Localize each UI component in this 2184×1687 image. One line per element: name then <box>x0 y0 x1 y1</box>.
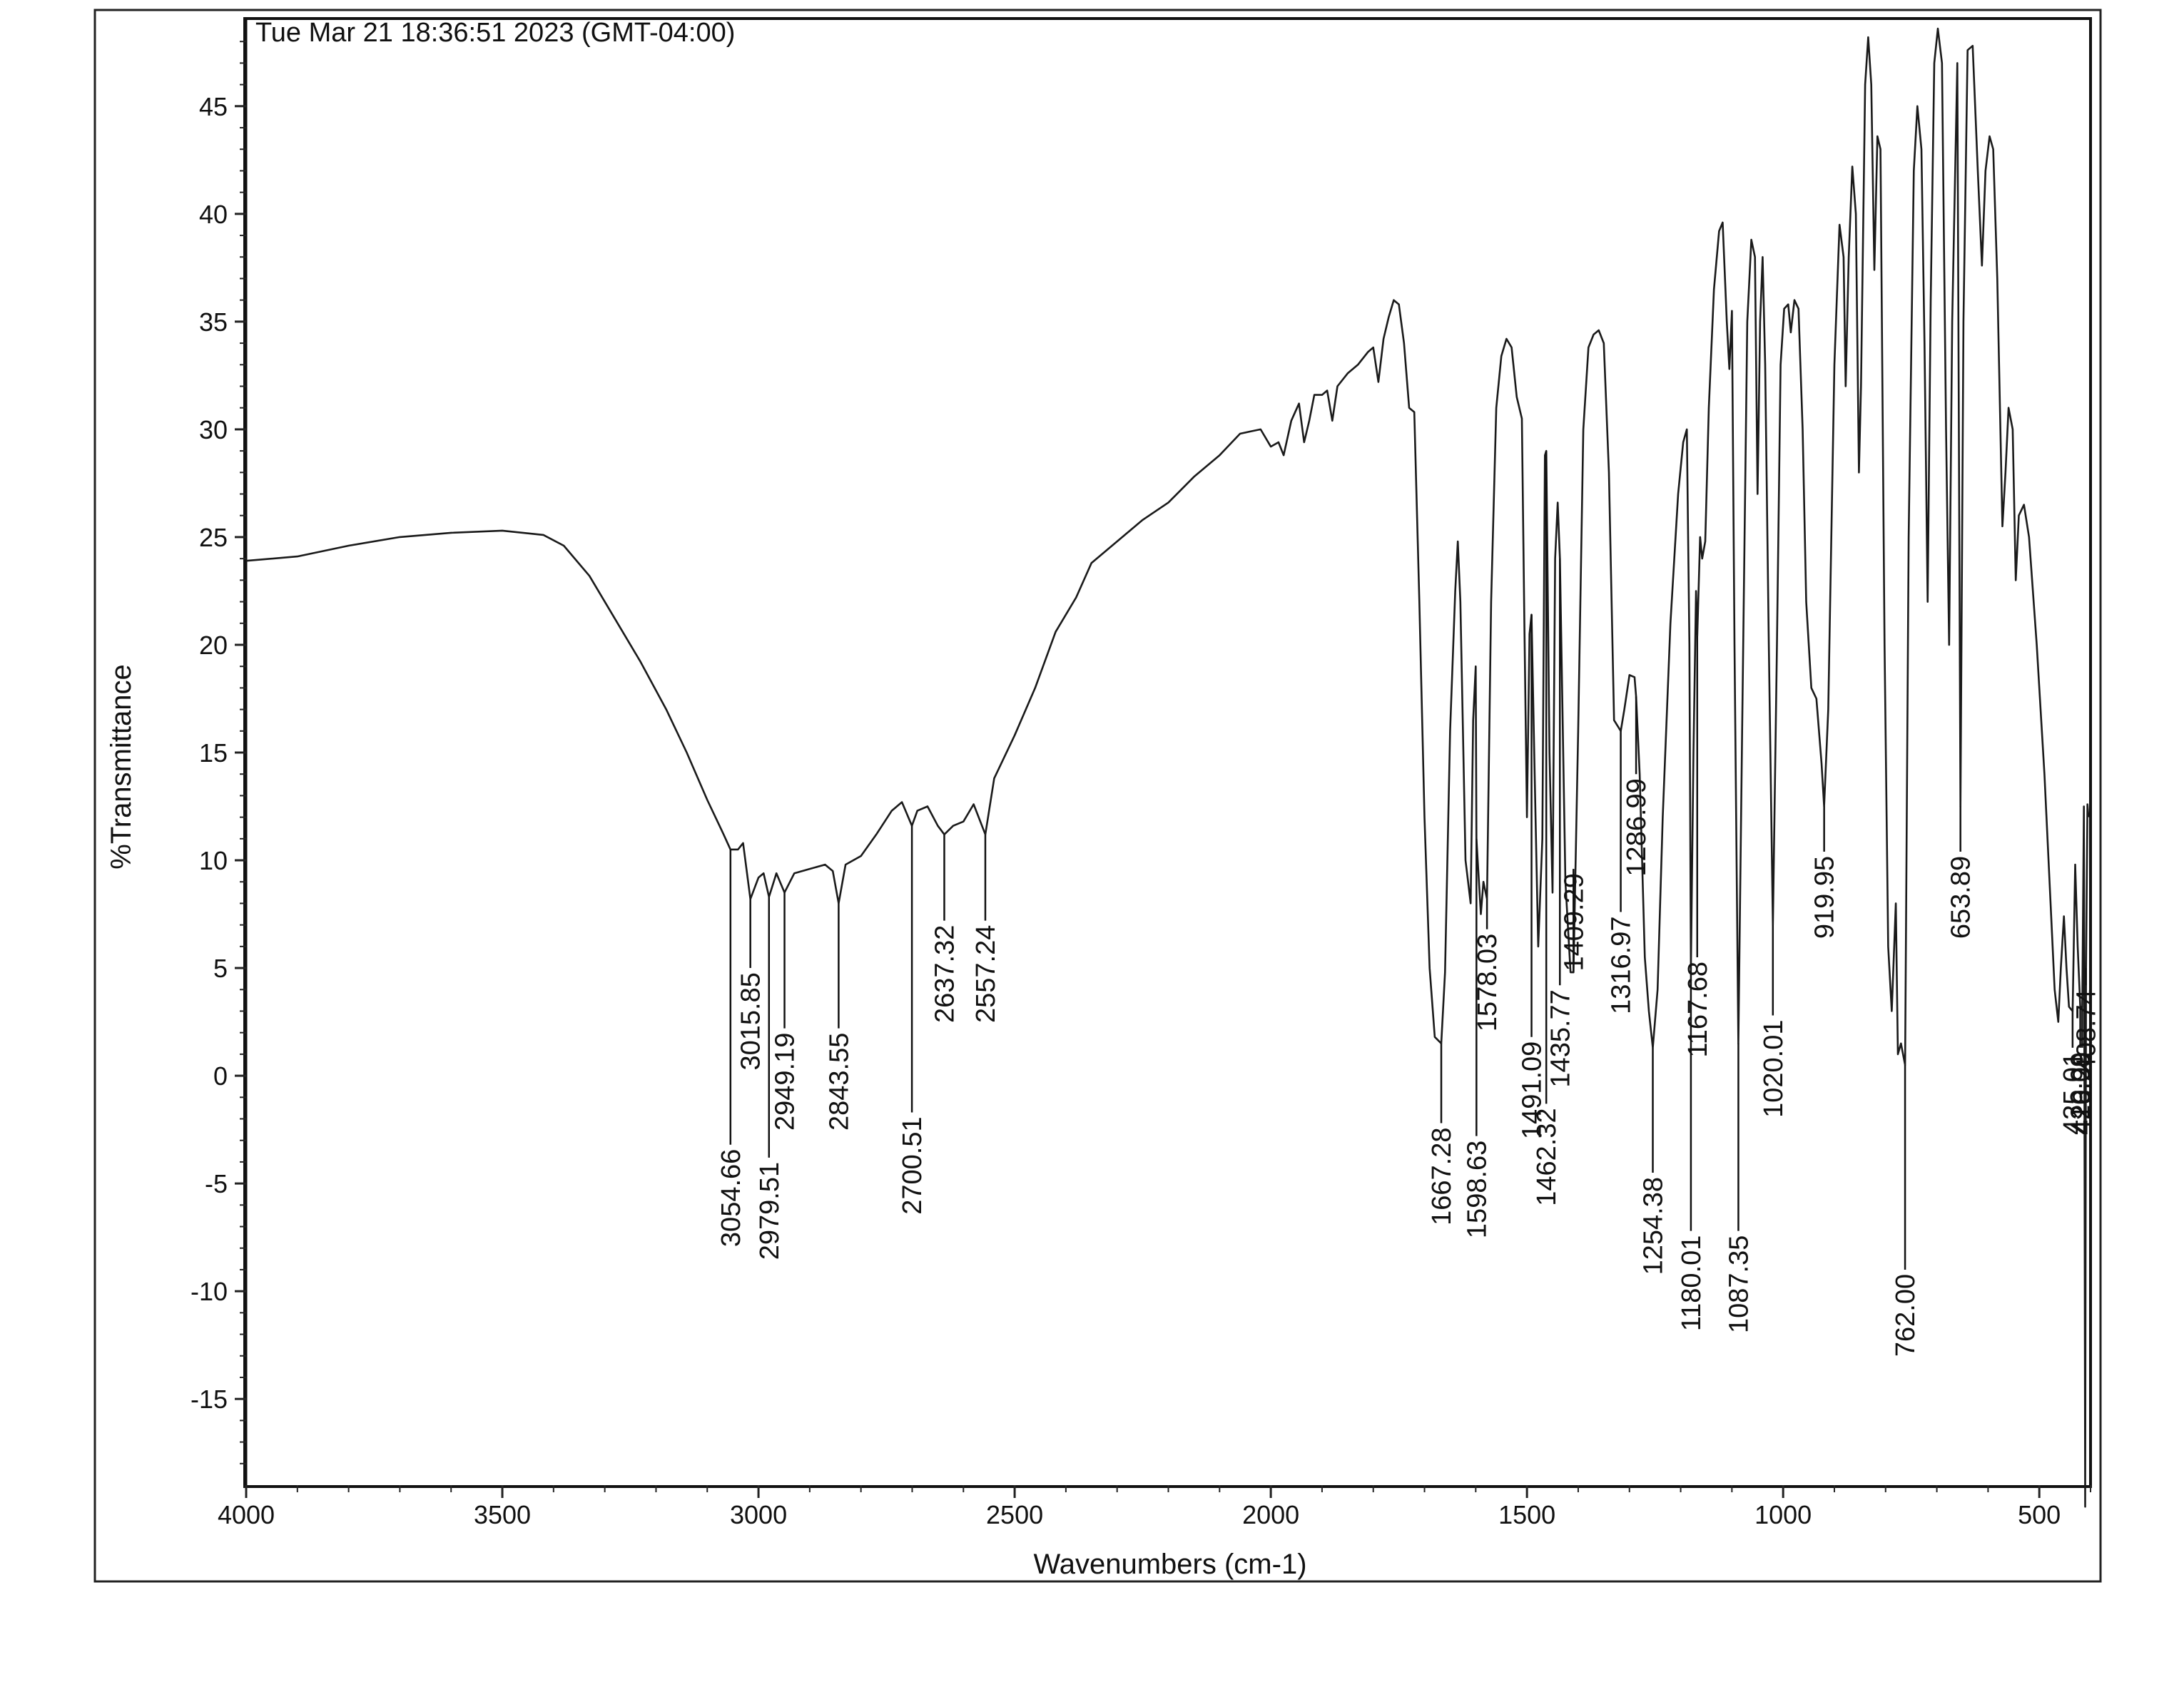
peak-label: 1167.68 <box>1683 962 1713 1058</box>
peak-label: 1316.97 <box>1607 917 1637 1014</box>
y-tick-label: -10 <box>191 1277 228 1306</box>
outer-frame <box>93 9 2102 1583</box>
peak-label: 1462.32 <box>1532 1108 1562 1206</box>
y-tick-label: 10 <box>199 846 228 875</box>
peak-label: 762.00 <box>1891 1274 1921 1357</box>
x-tick-label: 3000 <box>730 1500 787 1529</box>
x-tick-label: 2000 <box>1242 1500 1299 1529</box>
peak-label: 1020.01 <box>1759 1020 1789 1118</box>
peak-label: 1180.01 <box>1677 1235 1707 1332</box>
peak-label: 2557.24 <box>971 925 1001 1023</box>
y-tick-label: 35 <box>199 307 228 337</box>
peak-label: 2700.51 <box>898 1116 928 1214</box>
y-tick-label: 20 <box>199 631 228 660</box>
y-tick-label: 15 <box>199 738 228 768</box>
x-tick-label: 4000 <box>218 1500 275 1529</box>
x-tick-label: 2500 <box>986 1500 1043 1529</box>
peak-label: 2637.32 <box>930 925 960 1023</box>
peak-label: 1578.03 <box>1473 934 1503 1031</box>
peak-label: 1254.38 <box>1639 1177 1669 1275</box>
peak-label: 420.09 <box>2066 1052 2096 1135</box>
plot-frame <box>243 17 2092 1488</box>
y-tick-label: 25 <box>199 523 228 552</box>
peak-label: 2979.51 <box>755 1162 785 1260</box>
peak-label: 1667.28 <box>1427 1128 1457 1225</box>
peak-label: 3054.66 <box>716 1149 746 1247</box>
peak-label: 408.74 <box>2072 989 2102 1072</box>
peak-labels-group: 3054.66 3015.85 2979.51 2949.19 2843.55 2700.… <box>716 451 2102 1357</box>
x-tick-label: 1000 <box>1754 1500 1812 1529</box>
timestamp-text: Tue Mar 21 18:36:51 2023 (GMT-04:00) <box>255 18 735 48</box>
peak-label: 2949.19 <box>771 1033 801 1131</box>
x-tick-label: 1500 <box>1498 1500 1555 1529</box>
peak-label: 919.95 <box>1810 856 1840 939</box>
y-tick-label: 30 <box>199 415 228 444</box>
x-tick-label: 3500 <box>474 1500 531 1529</box>
y-tick-label: 0 <box>213 1061 228 1091</box>
y-tick-label: 45 <box>199 92 228 121</box>
y-tick-label: 5 <box>213 954 228 983</box>
peak-label: 1409.29 <box>1559 873 1589 971</box>
peak-label: 1087.35 <box>1724 1235 1754 1333</box>
peak-label: 416.20 <box>2068 1052 2098 1135</box>
x-axis-title: Wavenumbers (cm-1) <box>1033 1549 1306 1580</box>
peak-label: 2843.55 <box>824 1033 854 1131</box>
x-tick-label: 500 <box>2018 1500 2061 1529</box>
y-axis-title: %Transmittance <box>106 664 137 870</box>
peak-label: 1598.63 <box>1462 1141 1492 1238</box>
peak-label: 1435.77 <box>1545 989 1575 1087</box>
peak-label: 1491.09 <box>1518 1041 1548 1139</box>
peak-label: 435.01 <box>2058 1052 2088 1135</box>
y-tick-label: -15 <box>191 1385 228 1414</box>
y-axis: -15 -10 -5 0 5 10 15 20 25 30 35 40 45 <box>191 20 248 1485</box>
peak-label: 653.89 <box>1946 856 1976 939</box>
spectrum-line <box>245 27 2090 1508</box>
y-tick-label: -5 <box>205 1169 228 1198</box>
y-tick-label: 40 <box>199 200 228 229</box>
series-group <box>245 27 2090 1508</box>
peak-label: 3015.85 <box>736 972 766 1070</box>
x-axis: 4000 3500 3000 2500 2000 1500 1000 500 <box>218 1485 2091 1529</box>
peak-label: 1286.99 <box>1622 778 1652 876</box>
